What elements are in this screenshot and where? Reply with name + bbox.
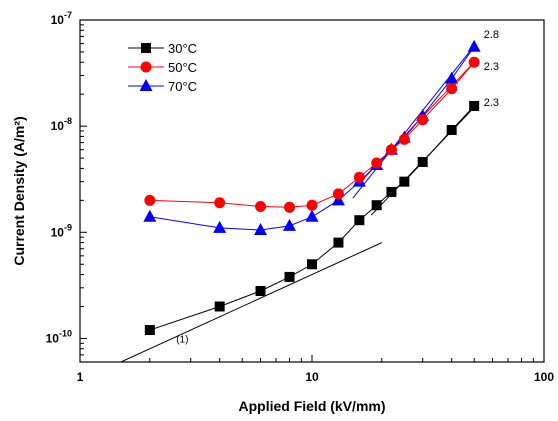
- data-point: [371, 200, 382, 211]
- data-point: [399, 176, 410, 187]
- fit-label: 2.3: [484, 97, 499, 109]
- x-tick-label: 100: [534, 370, 554, 384]
- y-tick-label: 10-7: [51, 10, 72, 27]
- series: [144, 100, 480, 336]
- fit-line: [352, 45, 475, 199]
- data-point: [143, 209, 157, 222]
- data-point: [468, 56, 480, 68]
- series: [144, 56, 480, 213]
- fit-label: 2.8: [484, 29, 499, 41]
- data-point: [213, 220, 227, 233]
- data-point: [144, 194, 156, 206]
- y-tick-label: 10-10: [46, 328, 72, 345]
- legend: 30°C 50°C 70°C: [128, 41, 197, 94]
- data-point: [307, 259, 317, 270]
- data-point: [417, 114, 429, 126]
- data-point: [306, 199, 318, 211]
- legend-marker: [140, 61, 152, 73]
- data-point: [445, 71, 459, 84]
- x-tick-label: 1: [77, 370, 84, 384]
- data-point: [332, 188, 344, 200]
- data-point: [254, 223, 268, 236]
- data-point: [214, 301, 225, 312]
- data-series: [143, 39, 481, 336]
- fit-label: 2.3: [484, 61, 499, 73]
- series-line: [149, 61, 475, 208]
- data-point: [417, 156, 428, 167]
- x-tick-label: 10: [305, 370, 319, 384]
- axes: 1 10 100 10-10 10-9 10-8 10-7: [46, 10, 555, 384]
- data-point: [255, 285, 266, 296]
- y-tick-label: 10-8: [51, 116, 72, 133]
- data-point: [469, 100, 480, 111]
- legend-marker: [139, 79, 153, 91]
- y-axis-title: Current Density (A/m²): [11, 116, 27, 265]
- data-point: [385, 144, 397, 156]
- data-point: [354, 215, 365, 226]
- data-point: [255, 201, 267, 213]
- fit-label: (1): [176, 334, 188, 345]
- data-point: [283, 218, 297, 231]
- data-point: [371, 157, 383, 169]
- data-point: [214, 197, 226, 209]
- legend-label: 30°C: [168, 41, 197, 56]
- data-point: [353, 171, 365, 183]
- data-point: [446, 83, 458, 95]
- data-point: [144, 325, 155, 336]
- data-point: [333, 237, 344, 248]
- legend-label: 70°C: [168, 79, 197, 94]
- data-point: [467, 39, 481, 52]
- legend-marker: [141, 43, 151, 53]
- fit-line: [120, 242, 383, 363]
- data-point: [305, 209, 319, 222]
- y-tick-label: 10-9: [51, 222, 72, 239]
- data-point: [446, 124, 457, 135]
- plot-frame: [79, 19, 545, 363]
- x-axis-title: Applied Field (kV/mm): [238, 398, 385, 414]
- legend-label: 50°C: [168, 60, 197, 75]
- data-point: [284, 201, 296, 213]
- data-point: [398, 133, 410, 145]
- data-point: [284, 271, 295, 282]
- data-point: [386, 186, 397, 197]
